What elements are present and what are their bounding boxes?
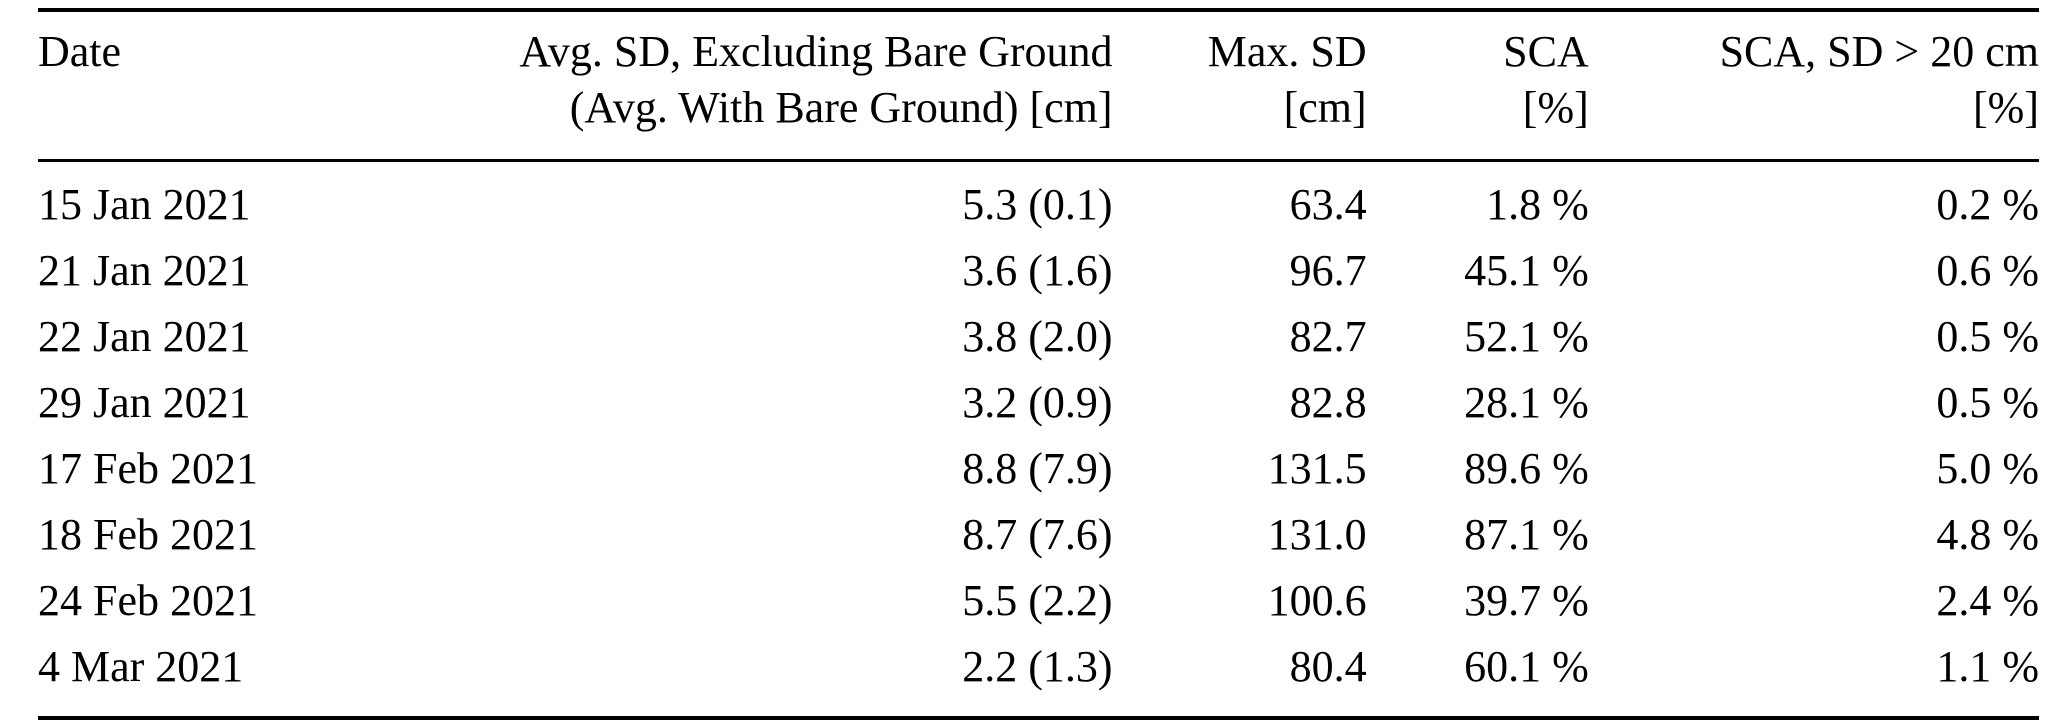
table-cell: 17 Feb 2021: [38, 443, 258, 493]
table-row: 17 Feb 2021 8.8 (7.9) 131.5 89.6 % 5.0 %: [38, 436, 2039, 502]
table-cell: 89.6 %: [1464, 443, 1589, 493]
table-cell: 1.1 %: [1936, 641, 2039, 691]
table-row: 21 Jan 2021 3.6 (1.6) 96.7 45.1 % 0.6 %: [38, 238, 2039, 304]
table-cell: 60.1 %: [1464, 641, 1589, 691]
header-row: Date Avg. SD, Excluding Bare Ground (Avg…: [38, 10, 2039, 161]
header-avg-sd: Avg. SD, Excluding Bare Ground (Avg. Wit…: [388, 10, 1112, 160]
table-cell: 3.6 (1.6): [962, 245, 1113, 295]
table-body: 15 Jan 2021 5.3 (0.1) 63.4 1.8 % 0.2 % 21 Jan…: [38, 160, 2039, 718]
header-max-sd-line1: Max. SD: [1207, 27, 1367, 76]
header-sca: SCA [%]: [1367, 10, 1589, 160]
table-cell: 52.1 %: [1464, 311, 1589, 361]
table-cell: 3.8 (2.0): [962, 311, 1113, 361]
table-cell: 24 Feb 2021: [38, 575, 258, 625]
table-cell: 1.8 %: [1486, 179, 1589, 229]
table-cell: 15 Jan 2021: [38, 179, 251, 229]
table-cell: 131.0: [1267, 509, 1367, 559]
header-sca-sd20: SCA, SD > 20 cm [%]: [1589, 10, 2039, 160]
table-cell: 29 Jan 2021: [38, 377, 251, 427]
table-cell: 80.4: [1289, 641, 1367, 691]
table-cell: 131.5: [1267, 443, 1367, 493]
table-cell: 45.1 %: [1464, 245, 1589, 295]
table-cell: 0.2 %: [1936, 179, 2039, 229]
table-cell: 8.7 (7.6): [962, 509, 1113, 559]
table-cell: 21 Jan 2021: [38, 245, 251, 295]
table-row: 15 Jan 2021 5.3 (0.1) 63.4 1.8 % 0.2 %: [38, 160, 2039, 238]
table-cell: 28.1 %: [1464, 377, 1589, 427]
table-cell: 2.2 (1.3): [962, 641, 1113, 691]
header-max-sd: Max. SD [cm]: [1113, 10, 1367, 160]
table-cell: 63.4: [1289, 179, 1367, 229]
table-row: 18 Feb 2021 8.7 (7.6) 131.0 87.1 % 4.8 %: [38, 502, 2039, 568]
header-sca-line1: SCA: [1503, 27, 1589, 76]
table-cell: 5.5 (2.2): [962, 575, 1113, 625]
table-header: Date Avg. SD, Excluding Bare Ground (Avg…: [38, 10, 2039, 161]
table-cell: 0.5 %: [1936, 311, 2039, 361]
header-sca-line2: [%]: [1522, 83, 1589, 133]
table-row: 22 Jan 2021 3.8 (2.0) 82.7 52.1 % 0.5 %: [38, 304, 2039, 370]
header-sca-sd20-line1: SCA, SD > 20 cm: [1719, 27, 2039, 76]
table-cell: 18 Feb 2021: [38, 509, 258, 559]
table-cell: 5.3 (0.1): [962, 179, 1113, 229]
table-cell: 39.7 %: [1464, 575, 1589, 625]
header-date: Date: [38, 10, 388, 160]
table-cell: 100.6: [1267, 575, 1367, 625]
table-cell: 4.8 %: [1936, 509, 2039, 559]
table-cell: 0.6 %: [1936, 245, 2039, 295]
header-avg-sd-line2: (Avg. With Bare Ground) [cm]: [569, 83, 1113, 133]
header-max-sd-line2: [cm]: [1283, 83, 1367, 133]
table-cell: 5.0 %: [1936, 443, 2039, 493]
table-cell: 0.5 %: [1936, 377, 2039, 427]
table-cell: 82.7: [1289, 311, 1367, 361]
table-cell: 8.8 (7.9): [962, 443, 1113, 493]
snow-depth-table: Date Avg. SD, Excluding Bare Ground (Avg…: [38, 8, 2039, 720]
table-row: 4 Mar 2021 2.2 (1.3) 80.4 60.1 % 1.1 %: [38, 634, 2039, 718]
table-cell: 4 Mar 2021: [38, 641, 244, 691]
header-date-line1: Date: [38, 27, 122, 76]
table-row: 24 Feb 2021 5.5 (2.2) 100.6 39.7 % 2.4 %: [38, 568, 2039, 634]
header-avg-sd-line1: Avg. SD, Excluding Bare Ground: [519, 27, 1113, 76]
table-cell: 2.4 %: [1936, 575, 2039, 625]
table-cell: 96.7: [1289, 245, 1367, 295]
table-cell: 82.8: [1289, 377, 1367, 427]
table-cell: 22 Jan 2021: [38, 311, 251, 361]
header-sca-sd20-line2: [%]: [1973, 83, 2039, 133]
table-cell: 87.1 %: [1464, 509, 1589, 559]
table-row: 29 Jan 2021 3.2 (0.9) 82.8 28.1 % 0.5 %: [38, 370, 2039, 436]
table-cell: 3.2 (0.9): [962, 377, 1113, 427]
